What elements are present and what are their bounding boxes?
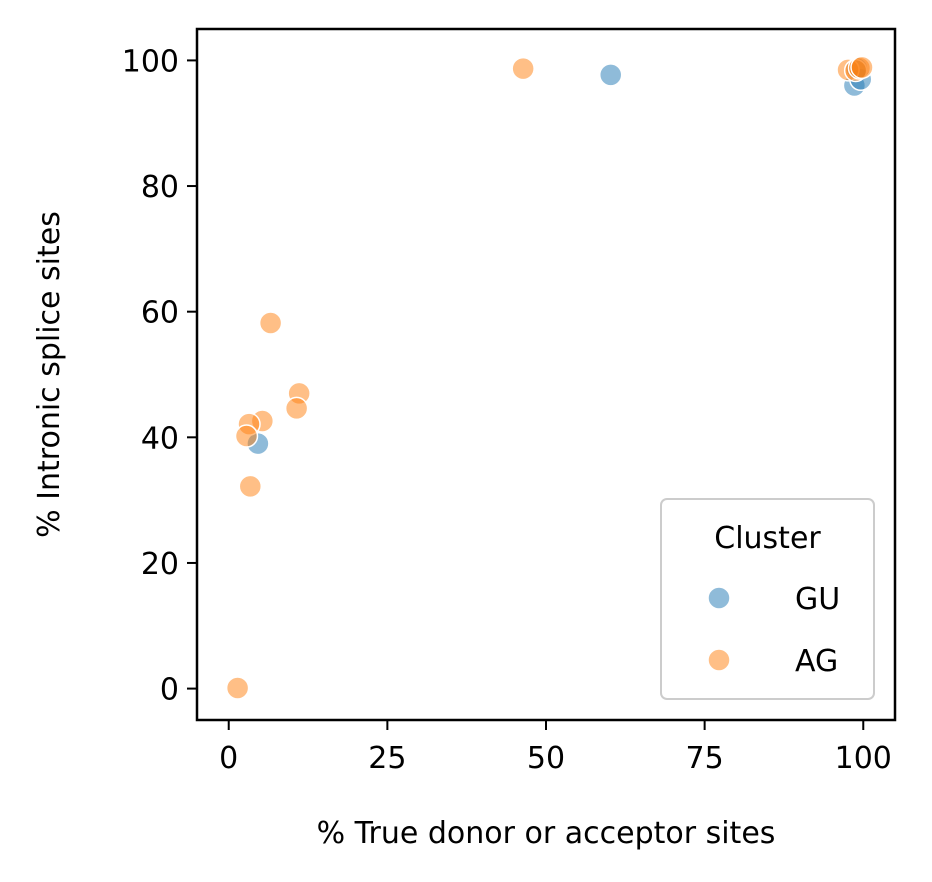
legend-label-ag: AG bbox=[795, 644, 838, 679]
plot-area bbox=[195, 27, 897, 722]
point-ag-5 bbox=[258, 311, 283, 335]
y-tick-label: 0 bbox=[160, 673, 179, 708]
legend-marker-ag bbox=[707, 648, 731, 672]
y-tick-label: 80 bbox=[141, 170, 179, 205]
legend-box bbox=[660, 498, 875, 700]
y-tick-label: 100 bbox=[122, 44, 179, 79]
y-axis: 0 20 40 60 80 100 bbox=[122, 44, 197, 708]
x-tick-label: 75 bbox=[686, 741, 724, 776]
legend-label-gu: GU bbox=[795, 582, 840, 617]
x-tick-label: 25 bbox=[368, 741, 406, 776]
y-tick-label: 20 bbox=[141, 547, 179, 582]
y-axis-label: % Intronic splice sites bbox=[32, 211, 67, 538]
legend-marker-gu bbox=[707, 586, 731, 610]
y-tick-label: 60 bbox=[141, 296, 179, 331]
point-ag-11 bbox=[238, 474, 263, 499]
point-gu-0 bbox=[598, 63, 623, 87]
x-axis: 0 25 50 75 100 bbox=[219, 720, 892, 776]
x-tick-label: 50 bbox=[527, 741, 565, 776]
y-tick-label: 40 bbox=[141, 421, 179, 456]
point-ag-7 bbox=[284, 396, 309, 421]
x-tick-label: 100 bbox=[835, 741, 892, 776]
legend-title: Cluster bbox=[714, 521, 821, 556]
point-ag-12 bbox=[225, 676, 250, 700]
x-axis-label: % True donor or acceptor sites bbox=[317, 816, 776, 851]
legend: Cluster GU AG bbox=[660, 498, 875, 700]
point-ag-0 bbox=[511, 56, 535, 81]
point-ag-10 bbox=[234, 424, 259, 448]
point-ag-4 bbox=[850, 55, 874, 80]
x-tick-label: 0 bbox=[219, 741, 238, 776]
